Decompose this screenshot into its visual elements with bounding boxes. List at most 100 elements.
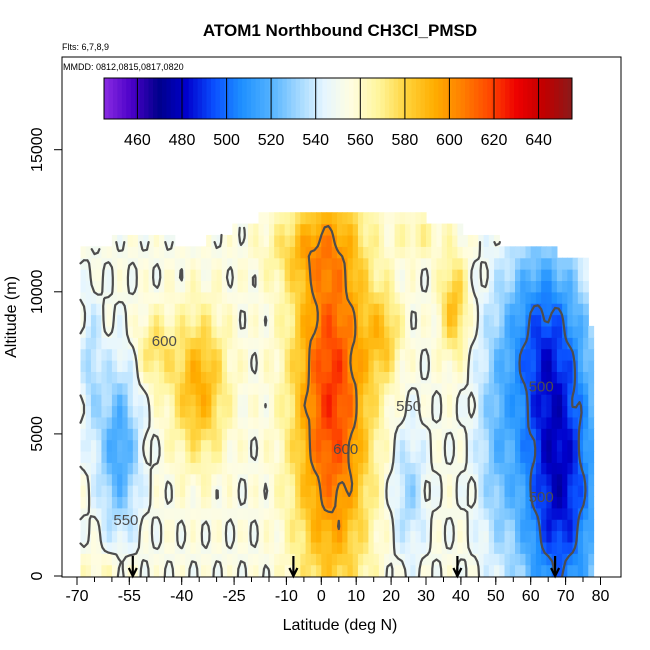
heatmap-cell	[389, 439, 396, 452]
heatmap-cell	[363, 269, 370, 282]
heatmap-cell	[530, 394, 537, 407]
heatmap-cell	[274, 530, 281, 543]
heatmap-cell	[96, 314, 103, 327]
heatmap-cell	[394, 246, 401, 259]
heatmap-cell	[415, 348, 422, 361]
heatmap-cell	[384, 223, 390, 236]
heatmap-cell	[242, 416, 249, 429]
heatmap-cell	[467, 405, 474, 418]
heatmap-cell	[284, 428, 291, 441]
heatmap-cell	[117, 257, 123, 270]
heatmap-cell	[101, 428, 108, 441]
heatmap-cell	[515, 507, 521, 520]
heatmap-cell	[499, 428, 506, 441]
heatmap-cell	[368, 223, 375, 236]
heatmap-cell	[211, 291, 218, 304]
heatmap-cell	[347, 564, 354, 577]
heatmap-cell	[436, 485, 443, 498]
heatmap-cell	[488, 485, 495, 498]
heatmap-cell	[426, 507, 432, 520]
heatmap-cell	[420, 394, 427, 407]
heatmap-cell	[368, 473, 375, 486]
heatmap-cell	[546, 439, 553, 452]
heatmap-cell	[436, 416, 443, 429]
heatmap-cell	[441, 507, 448, 520]
heatmap-cell	[515, 348, 521, 361]
heatmap-cell	[567, 394, 574, 407]
heatmap-cell	[206, 325, 212, 338]
heatmap-cell	[577, 519, 584, 532]
heatmap-cell	[179, 462, 186, 475]
heatmap-cell	[316, 325, 322, 338]
heatmap-cell	[284, 371, 291, 384]
heatmap-cell	[499, 269, 506, 282]
heatmap-cell	[221, 337, 228, 350]
heatmap-cell	[415, 519, 422, 532]
heatmap-cell	[90, 325, 97, 338]
heatmap-cell	[316, 450, 322, 463]
heatmap-cell	[316, 496, 322, 509]
heatmap-cell	[258, 416, 265, 429]
heatmap-cell	[357, 234, 364, 247]
heatmap-cell	[410, 337, 417, 350]
heatmap-cell	[378, 280, 385, 293]
heatmap-cell	[101, 485, 108, 498]
heatmap-cell	[326, 303, 333, 316]
heatmap-cell	[352, 246, 359, 259]
heatmap-cell	[342, 234, 349, 247]
heatmap-cell	[488, 348, 495, 361]
heatmap-cell	[384, 234, 390, 247]
heatmap-cell	[321, 496, 328, 509]
heatmap-cell	[138, 462, 144, 475]
heatmap-cell	[352, 541, 359, 554]
heatmap-cell	[441, 234, 448, 247]
heatmap-cell	[263, 439, 270, 452]
colorbar-swatch	[309, 78, 314, 119]
colorbar-swatch	[487, 78, 493, 119]
heatmap-cell	[405, 269, 411, 282]
heatmap-cell	[337, 280, 343, 293]
heatmap-cell	[85, 303, 92, 316]
heatmap-cell	[164, 462, 171, 475]
heatmap-cell	[305, 325, 312, 338]
heatmap-cell	[268, 291, 275, 304]
colorbar-swatch	[144, 78, 150, 119]
heatmap-cell	[321, 382, 328, 395]
colorbar-swatch	[104, 78, 109, 119]
heatmap-cell	[357, 394, 364, 407]
heatmap-cell	[190, 280, 197, 293]
heatmap-cell	[263, 246, 270, 259]
heatmap-cell	[541, 496, 547, 509]
heatmap-cell	[520, 439, 527, 452]
heatmap-cell	[169, 337, 176, 350]
heatmap-cell	[211, 360, 218, 372]
heatmap-cell	[85, 405, 92, 418]
heatmap-cell	[515, 485, 521, 498]
heatmap-cell	[284, 553, 291, 566]
heatmap-cell	[462, 360, 469, 372]
heatmap-cell	[305, 519, 312, 532]
chart-subtitle-flights: Flts: 6,7,8,9	[62, 42, 109, 52]
heatmap-cell	[342, 348, 349, 361]
heatmap-cell	[300, 234, 307, 247]
heatmap-cell	[206, 257, 212, 270]
heatmap-cell	[263, 507, 270, 520]
heatmap-cell	[305, 564, 312, 577]
heatmap-cell	[572, 507, 579, 520]
x-axis-tick-label: -10	[275, 588, 298, 605]
heatmap-cell	[263, 462, 270, 475]
heatmap-cell	[143, 371, 150, 384]
heatmap-cell	[148, 257, 155, 270]
heatmap-cell	[190, 257, 197, 270]
heatmap-cell	[467, 394, 474, 407]
heatmap-cell	[530, 564, 537, 577]
heatmap-cell	[488, 269, 495, 282]
heatmap-cell	[169, 496, 176, 509]
heatmap-cell	[274, 541, 281, 554]
heatmap-cell	[289, 439, 296, 452]
heatmap-cell	[556, 507, 563, 520]
heatmap-cell	[101, 496, 108, 509]
heatmap-cell	[263, 382, 270, 395]
heatmap-cell	[436, 280, 443, 293]
heatmap-cell	[509, 337, 516, 350]
